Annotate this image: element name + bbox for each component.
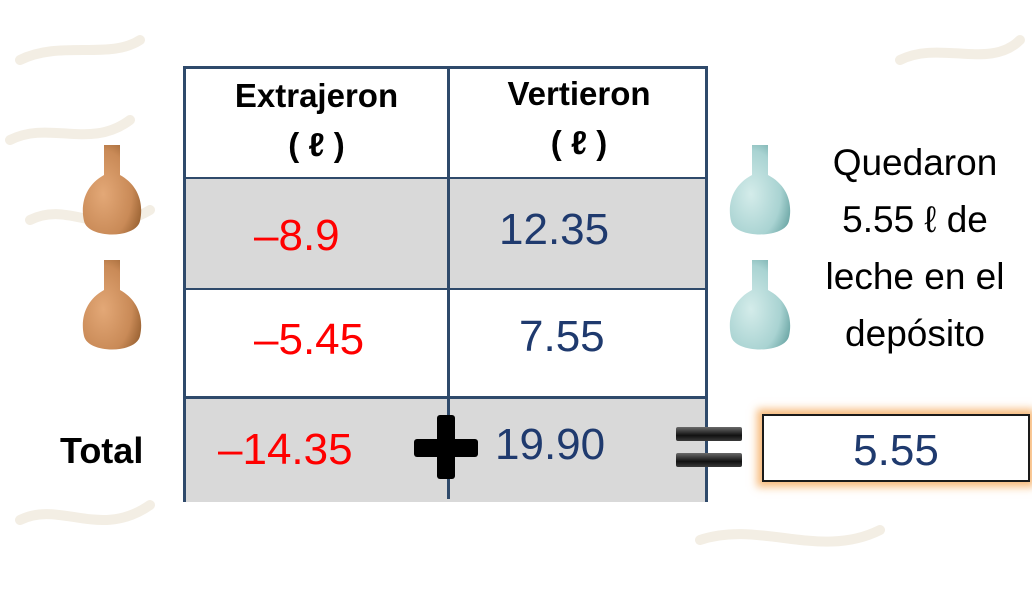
total-vertieron: 19.90 bbox=[495, 420, 606, 469]
column-divider bbox=[447, 69, 450, 499]
header-vertieron-unit: ( ℓ ) bbox=[550, 124, 608, 161]
header-vertieron-title: Vertieron bbox=[507, 75, 651, 112]
header-extrajeron: Extrajeron ( ℓ ) bbox=[186, 69, 447, 161]
plus-icon bbox=[414, 415, 478, 479]
header-extrajeron-unit: ( ℓ ) bbox=[288, 126, 345, 163]
header-vertieron: Vertieron ( ℓ ) bbox=[450, 69, 708, 159]
equals-icon bbox=[676, 423, 742, 471]
total-extrajeron: –14.35 bbox=[218, 425, 353, 474]
table-header-row: Extrajeron ( ℓ ) Vertieron ( ℓ ) bbox=[186, 69, 705, 177]
table-row: –8.9 12.35 bbox=[186, 177, 705, 288]
milk-table: Extrajeron ( ℓ ) Vertieron ( ℓ ) –8.9 12… bbox=[183, 66, 708, 502]
table-row: –5.45 7.55 bbox=[186, 288, 705, 396]
result-value: 5.55 bbox=[853, 426, 939, 475]
table-total-row: –14.35 19.90 bbox=[186, 396, 705, 502]
brown-vase-icon bbox=[82, 260, 142, 350]
note-line-3: leche en el bbox=[825, 256, 1005, 297]
header-extrajeron-title: Extrajeron bbox=[234, 77, 399, 114]
total-label: Total bbox=[60, 430, 144, 471]
brown-vase-icon bbox=[82, 145, 142, 235]
cell-vertieron: 12.35 bbox=[499, 205, 610, 254]
result-box: 5.55 bbox=[762, 414, 1030, 482]
note-line-4: depósito bbox=[845, 313, 985, 354]
note-line-2: 5.55 ℓ de bbox=[842, 199, 988, 240]
teal-vase-icon bbox=[729, 260, 791, 350]
note-line-1: Quedaron bbox=[832, 142, 998, 183]
cell-vertieron: 7.55 bbox=[519, 312, 605, 361]
cell-extrajeron: –8.9 bbox=[254, 211, 340, 260]
cell-extrajeron: –5.45 bbox=[254, 315, 365, 364]
teal-vase-icon bbox=[729, 145, 791, 235]
result-note: Quedaron 5.55 ℓ de leche en el depósito bbox=[800, 134, 1030, 362]
